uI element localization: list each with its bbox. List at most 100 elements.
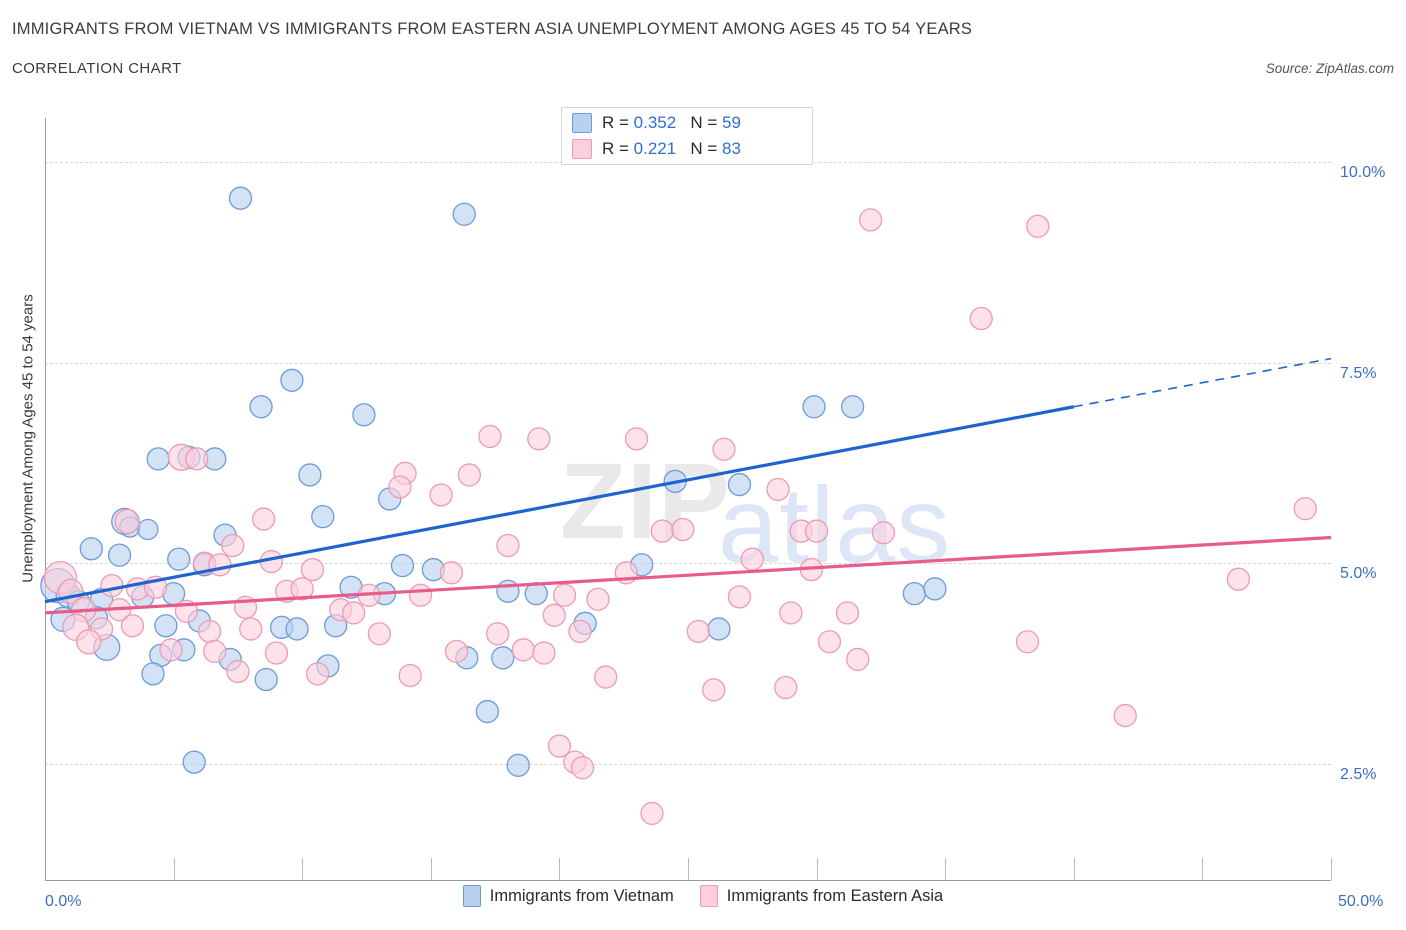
data-point[interactable]	[280, 368, 304, 392]
data-point[interactable]	[208, 553, 232, 577]
data-point[interactable]	[740, 547, 764, 571]
data-point[interactable]	[439, 561, 464, 585]
data-point[interactable]	[254, 667, 278, 692]
data-point[interactable]	[221, 533, 245, 558]
data-point[interactable]	[570, 756, 595, 780]
data-point[interactable]	[388, 475, 412, 499]
data-point[interactable]	[640, 801, 664, 826]
data-point[interactable]	[586, 587, 610, 611]
data-point[interactable]	[251, 507, 276, 531]
data-point[interactable]	[239, 617, 263, 641]
data-point[interactable]	[478, 424, 502, 449]
data-point[interactable]	[774, 675, 798, 700]
data-point[interactable]	[182, 750, 206, 774]
data-point[interactable]	[475, 699, 500, 724]
data-point[interactable]	[341, 601, 366, 625]
data-point[interactable]	[452, 202, 476, 226]
data-point[interactable]	[802, 395, 826, 419]
data-point[interactable]	[1113, 703, 1137, 728]
data-point[interactable]	[120, 614, 145, 638]
data-point[interactable]	[650, 519, 674, 543]
data-point[interactable]	[532, 641, 556, 665]
data-point[interactable]	[858, 208, 883, 232]
data-point[interactable]	[79, 537, 103, 561]
data-point[interactable]	[226, 659, 250, 684]
data-point[interactable]	[846, 647, 870, 672]
data-point[interactable]	[398, 663, 422, 688]
data-point[interactable]	[511, 638, 536, 662]
data-point[interactable]	[496, 533, 520, 558]
data-point[interactable]	[457, 463, 482, 487]
data-point[interactable]	[1026, 214, 1050, 238]
r-label-eastern-asia: R =	[602, 139, 634, 158]
data-point[interactable]	[527, 427, 551, 451]
data-point[interactable]	[154, 614, 178, 638]
data-point[interactable]	[707, 617, 731, 641]
data-point[interactable]	[766, 477, 790, 502]
data-point[interactable]	[1226, 567, 1251, 591]
data-point[interactable]	[542, 603, 566, 627]
data-point[interactable]	[167, 547, 191, 571]
data-point[interactable]	[727, 472, 752, 497]
data-point[interactable]	[137, 518, 159, 541]
x-tick-35	[945, 858, 947, 880]
data-point[interactable]	[552, 583, 577, 607]
data-point[interactable]	[486, 622, 510, 646]
data-point[interactable]	[568, 619, 592, 643]
series-legend-item-eastern-asia[interactable]: Immigrants from Eastern Asia	[699, 885, 943, 907]
data-point[interactable]	[779, 601, 803, 625]
data-point[interactable]	[594, 665, 618, 689]
data-point[interactable]	[671, 517, 695, 542]
data-point[interactable]	[305, 662, 330, 686]
series-immigrants-from-vietnam	[40, 186, 947, 777]
data-point[interactable]	[290, 577, 314, 601]
data-point[interactable]	[185, 447, 209, 471]
series-legend-item-vietnam[interactable]: Immigrants from Vietnam	[462, 885, 674, 907]
data-point[interactable]	[496, 579, 520, 603]
data-point[interactable]	[429, 483, 453, 507]
correlation-stats-legend: R = 0.352 N = 59 R = 0.221 N = 83	[561, 107, 813, 165]
data-point[interactable]	[114, 508, 140, 535]
data-point[interactable]	[817, 630, 842, 654]
data-point[interactable]	[100, 573, 124, 598]
data-point[interactable]	[408, 583, 433, 607]
data-point[interactable]	[203, 639, 227, 664]
series-immigrants-from-eastern-asia	[43, 208, 1317, 826]
data-point[interactable]	[804, 519, 829, 543]
data-point[interactable]	[969, 306, 993, 331]
data-point[interactable]	[727, 585, 752, 609]
data-point[interactable]	[624, 427, 649, 451]
data-point[interactable]	[311, 504, 335, 529]
data-point[interactable]	[491, 646, 515, 670]
data-point[interactable]	[835, 601, 860, 625]
data-point[interactable]	[1293, 496, 1317, 521]
data-point[interactable]	[686, 619, 710, 643]
data-point[interactable]	[547, 734, 572, 758]
data-point[interactable]	[298, 463, 322, 487]
data-point[interactable]	[902, 581, 926, 606]
data-point[interactable]	[352, 403, 376, 427]
data-point[interactable]	[159, 638, 183, 662]
trend-line-projection	[1073, 357, 1332, 408]
data-point[interactable]	[141, 662, 165, 686]
data-point[interactable]	[76, 629, 102, 655]
data-point[interactable]	[1015, 630, 1040, 654]
data-point[interactable]	[249, 395, 273, 419]
data-point[interactable]	[367, 622, 392, 646]
data-point[interactable]	[107, 543, 132, 567]
data-point[interactable]	[506, 753, 530, 777]
data-point[interactable]	[300, 557, 325, 582]
data-point[interactable]	[712, 437, 736, 461]
data-point[interactable]	[702, 678, 726, 702]
data-point[interactable]	[923, 577, 947, 601]
data-point[interactable]	[390, 553, 415, 578]
data-point[interactable]	[444, 639, 469, 664]
data-point[interactable]	[840, 395, 865, 419]
y-axis-line	[45, 118, 46, 880]
data-point[interactable]	[228, 186, 253, 210]
data-point[interactable]	[197, 619, 222, 643]
data-point[interactable]	[871, 521, 896, 545]
data-point[interactable]	[146, 447, 170, 471]
data-point[interactable]	[264, 641, 289, 665]
data-point[interactable]	[285, 617, 309, 641]
